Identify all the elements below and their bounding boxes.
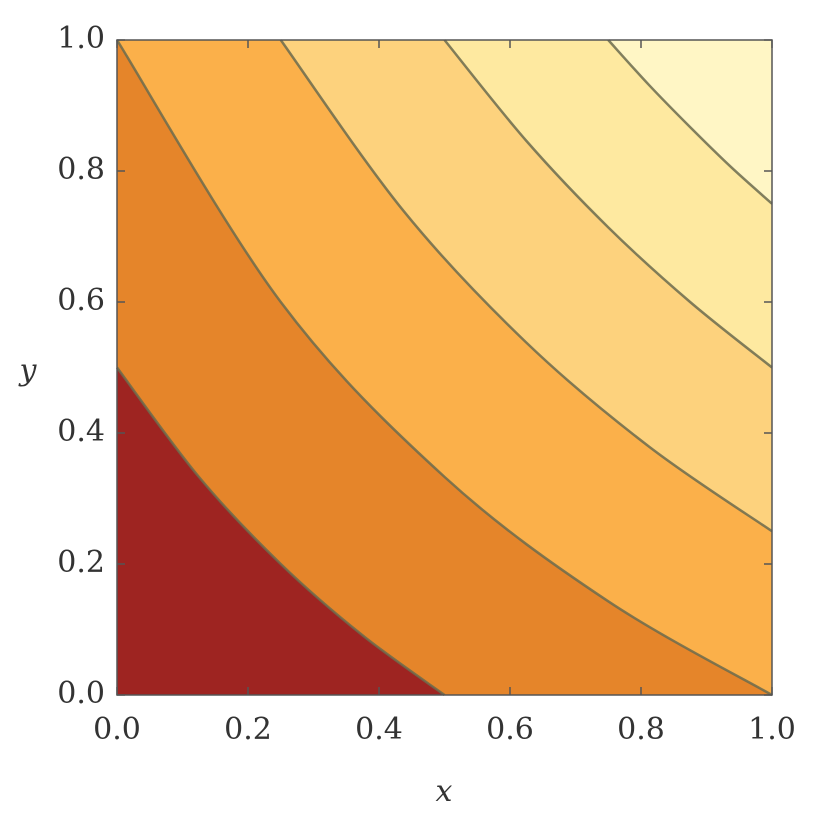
y-axis-label: y: [18, 353, 38, 388]
contour-line: [607, 39, 773, 205]
plot-frame: [116, 39, 773, 696]
contour-fill: [117, 40, 772, 695]
y-tick-label: 0.8: [57, 152, 105, 187]
x-tick-label: 0.2: [224, 712, 272, 747]
x-tick-label: 0.4: [355, 712, 403, 747]
y-tick-label: 0.4: [57, 414, 105, 449]
x-tick-label: 0.6: [486, 712, 534, 747]
y-tick-label: 0.2: [57, 545, 105, 580]
x-tick-label: 0.8: [617, 712, 665, 747]
contour-fill: [117, 367, 445, 695]
y-tick-label: 0.0: [57, 676, 105, 711]
y-tick-label: 1.0: [57, 21, 105, 56]
contour-line: [115, 366, 446, 697]
x-axis-label: x: [436, 774, 453, 809]
x-tick-label: 1.0: [748, 712, 796, 747]
x-tick-label: 0.0: [93, 712, 141, 747]
contour-line: [279, 39, 773, 533]
y-tick-label: 0.6: [57, 283, 105, 318]
contour-line: [115, 39, 773, 697]
contour-line: [443, 39, 773, 369]
